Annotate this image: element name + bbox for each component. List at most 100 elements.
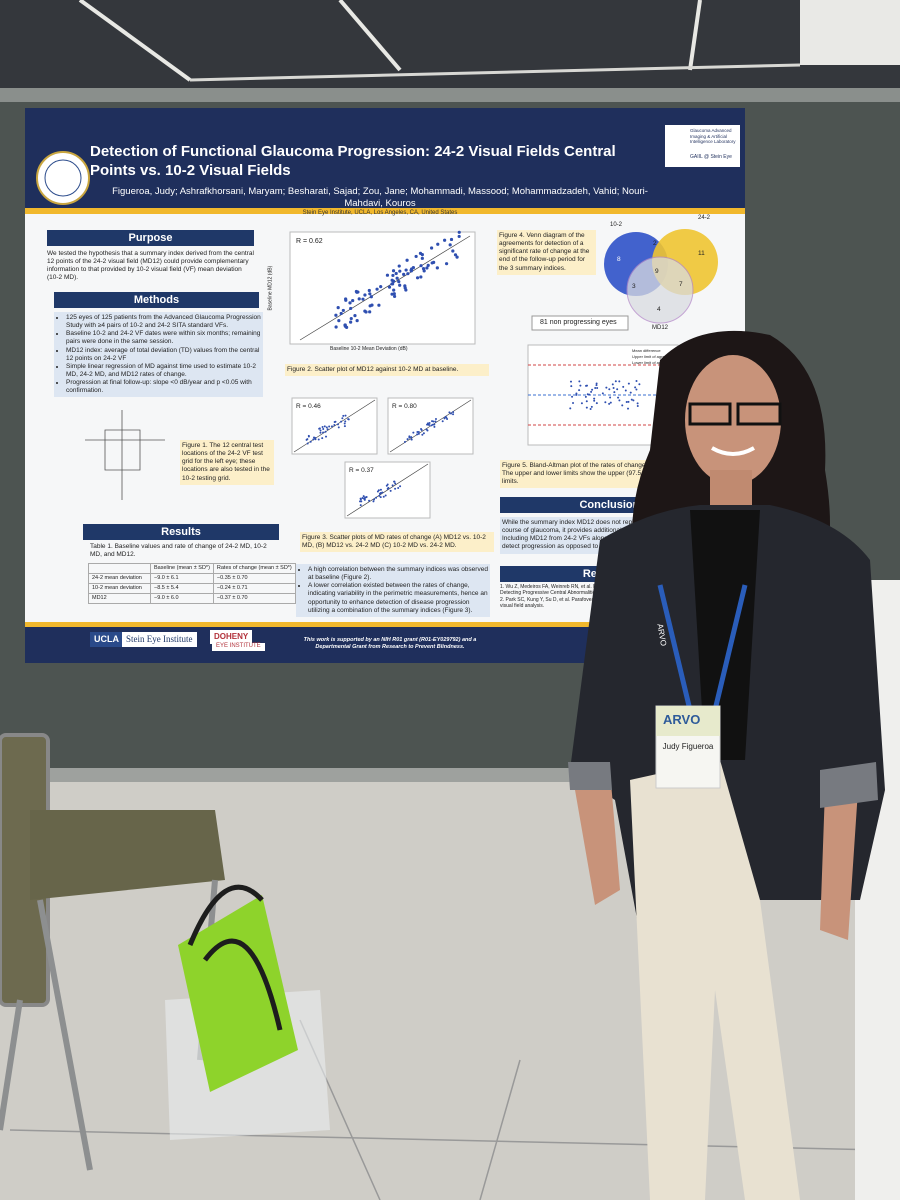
plot-dot (408, 436, 411, 439)
plot-dot (330, 425, 333, 428)
plot-dot (368, 499, 371, 502)
plot-dot (343, 323, 347, 327)
lanyard-strap (657, 584, 748, 711)
smile (711, 446, 755, 456)
gold-stripe (25, 622, 745, 627)
plot-dot (377, 303, 381, 307)
plot-dot (347, 418, 350, 421)
table-caption: Table 1. Baseline values and rate of cha… (90, 543, 267, 559)
plot-dot (589, 407, 592, 410)
plot-dot (376, 490, 379, 493)
plot-dot (455, 255, 459, 259)
plot-dot (450, 412, 453, 415)
poster-title: Detection of Functional Glaucoma Progres… (90, 143, 616, 180)
plot-dot (384, 494, 387, 497)
plot-dot (314, 437, 317, 440)
plot-dot (379, 285, 383, 289)
plot-dot (353, 313, 357, 318)
gold-stripe (25, 208, 745, 214)
badge-event: ARVO (663, 712, 701, 727)
plot-dot (363, 293, 367, 297)
plot-dot (412, 431, 415, 434)
plot-dot (428, 424, 431, 427)
plot-dot (453, 253, 458, 257)
badge-name: Judy Figueroa (662, 742, 714, 751)
plot-dot (416, 431, 419, 434)
plot-dot (635, 388, 638, 391)
venn-circle (626, 256, 694, 324)
plot-dot (394, 487, 397, 490)
plot-dot (579, 384, 582, 387)
plot-dot (416, 433, 419, 436)
plot-dot (635, 380, 638, 383)
plot-dot (422, 269, 426, 273)
plot-dot (333, 424, 336, 427)
plot-dot (404, 288, 408, 292)
plot-dot (393, 480, 396, 483)
plot-dot (415, 276, 420, 280)
plot-dot (428, 422, 431, 425)
plot-dot (307, 435, 310, 438)
plot-dot (389, 489, 392, 492)
purpose-text: We tested the hypothesis that a summary … (47, 250, 254, 282)
plot-dot (434, 420, 437, 423)
method-item: Progression at final follow-up: slope <0… (66, 379, 261, 395)
plot-dot (336, 306, 340, 310)
plot-dot (451, 249, 455, 253)
plot-dot (336, 423, 339, 426)
plot-dot (593, 397, 596, 400)
chair-seat (30, 810, 225, 900)
plot-dot (355, 318, 359, 323)
plot-dot (345, 325, 349, 329)
ceiling-light (78, 0, 702, 82)
plot-dot (360, 500, 363, 503)
plot-dot (433, 423, 436, 426)
badge-header (656, 706, 720, 736)
plot-dot (368, 292, 372, 296)
plot-dot (392, 288, 396, 292)
plot-dot (444, 262, 449, 266)
plot-dot (368, 304, 372, 308)
plot-dot (580, 402, 583, 405)
plot-dot (596, 386, 599, 389)
plot-dot (381, 491, 384, 494)
plot-dot (367, 288, 371, 293)
table-cell: −9.0 ± 6.0 (150, 592, 214, 604)
plot-dot (443, 417, 446, 420)
plot-dot (369, 295, 373, 299)
plot-dot (404, 440, 407, 443)
plot-dot (441, 420, 444, 423)
plot-dot (344, 414, 347, 417)
plot-dot (421, 433, 424, 436)
venn-count: 7 (679, 281, 683, 288)
plot-dot (624, 389, 627, 392)
note: 81 non progressing eyes (540, 319, 617, 326)
plot-dot (392, 294, 397, 299)
plot-dot (309, 440, 312, 443)
plot-dot (627, 400, 630, 403)
plot-dot (359, 504, 362, 507)
ceiling-light (189, 63, 801, 82)
legend-entry: Upper limit of agreement (632, 354, 676, 359)
plot-dot (430, 424, 433, 427)
plot-dot (405, 258, 409, 262)
plot-dot (614, 380, 617, 383)
plot-dot (595, 402, 598, 405)
plot-dot (571, 395, 574, 398)
plot-dot (312, 438, 315, 441)
plot-dot (636, 405, 639, 408)
face (685, 355, 781, 485)
plot-dot (585, 384, 588, 387)
plot-dot (397, 280, 401, 284)
venn-set-label: 10-2 (610, 222, 623, 228)
plot-dot (368, 310, 372, 314)
plot-dot (591, 388, 594, 391)
plot-dot (344, 420, 347, 423)
plot-dot (617, 396, 620, 399)
plot-dot (590, 405, 593, 408)
plot-dot (334, 313, 338, 317)
poster-affiliation: Stein Eye Institute, UCLA, Los Angeles, … (302, 210, 458, 216)
methods-box: 125 eyes of 125 patients from the Advanc… (54, 312, 263, 398)
venn-count: 3 (632, 283, 636, 290)
plot-dot (382, 495, 385, 498)
